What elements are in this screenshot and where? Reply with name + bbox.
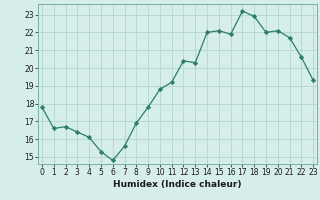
X-axis label: Humidex (Indice chaleur): Humidex (Indice chaleur) (113, 180, 242, 189)
